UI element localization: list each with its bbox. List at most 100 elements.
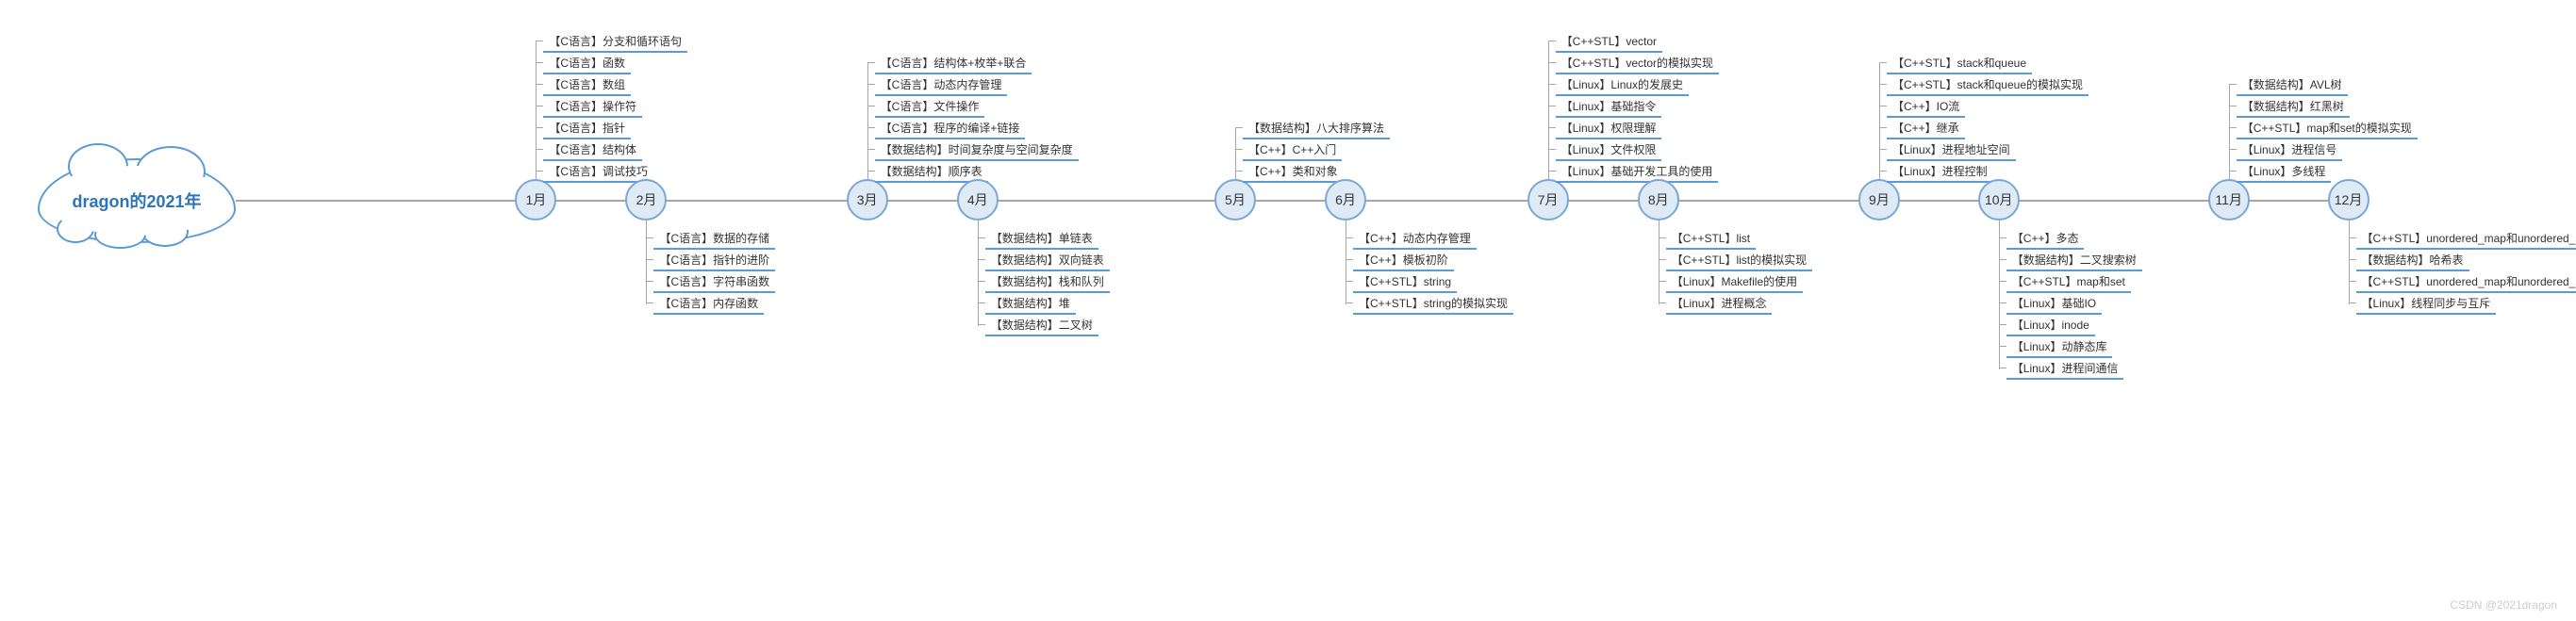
connector — [1235, 171, 1243, 172]
topic-item[interactable]: 【C语言】文件操作 — [875, 96, 985, 118]
topic-item[interactable]: 【数据结构】二叉树 — [985, 315, 1098, 336]
topic-item[interactable]: 【数据结构】二叉搜索树 — [2006, 250, 2142, 271]
month-node-m7[interactable]: 7月 — [1527, 179, 1569, 221]
connector — [1999, 324, 2006, 325]
connector — [2229, 149, 2237, 150]
topic-item[interactable]: 【C语言】操作符 — [543, 96, 642, 118]
topic-item[interactable]: 【C++】类和对象 — [1243, 161, 1344, 183]
topic-item[interactable]: 【C语言】数组 — [543, 74, 631, 96]
topic-item[interactable]: 【Linux】权限理解 — [1556, 118, 1662, 139]
month-label: 7月 — [1538, 190, 1559, 209]
topic-item[interactable]: 【数据结构】时间复杂度与空间复杂度 — [875, 139, 1079, 161]
topic-item[interactable]: 【Linux】多线程 — [2237, 161, 2332, 183]
topic-item[interactable]: 【C++】动态内存管理 — [1353, 228, 1477, 250]
month-node-m11[interactable]: 11月 — [2208, 179, 2250, 221]
topic-item[interactable]: 【C++】继承 — [1887, 118, 1965, 139]
topic-item[interactable]: 【C++STL】unordered_map和unordered_set的模拟实现 — [2356, 271, 2576, 293]
topic-item[interactable]: 【C++STL】map和set — [2006, 271, 2131, 293]
month-label: 4月 — [967, 190, 988, 209]
month-node-m6[interactable]: 6月 — [1325, 179, 1366, 221]
topic-item[interactable]: 【C语言】分支和循环语句 — [543, 31, 687, 53]
topic-item[interactable]: 【C语言】程序的编译+链接 — [875, 118, 1026, 139]
month-label: 9月 — [1869, 190, 1890, 209]
topic-item[interactable]: 【数据结构】八大排序算法 — [1243, 118, 1390, 139]
topic-item[interactable]: 【C++STL】string — [1353, 271, 1457, 293]
topic-item[interactable]: 【C语言】函数 — [543, 53, 631, 74]
topic-item[interactable]: 【数据结构】哈希表 — [2356, 250, 2469, 271]
topic-item[interactable]: 【数据结构】AVL树 — [2237, 74, 2348, 96]
connector — [1879, 149, 1887, 150]
connector — [1879, 62, 1880, 179]
topic-item[interactable]: 【C++STL】vector — [1556, 31, 1662, 53]
connector — [646, 259, 653, 260]
connector — [2229, 171, 2237, 172]
connector — [867, 84, 875, 85]
topic-item[interactable]: 【数据结构】堆 — [985, 293, 1076, 315]
month-node-m4[interactable]: 4月 — [957, 179, 999, 221]
connector — [536, 84, 543, 85]
topic-item[interactable]: 【Linux】进程地址空间 — [1887, 139, 2016, 161]
topic-item[interactable]: 【Linux】基础IO — [2006, 293, 2102, 315]
topic-item[interactable]: 【C语言】结构体+枚举+联合 — [875, 53, 1032, 74]
topic-item[interactable]: 【C++】C++入门 — [1243, 139, 1342, 161]
month-node-m9[interactable]: 9月 — [1858, 179, 1900, 221]
topic-item[interactable]: 【C++STL】map和set的模拟实现 — [2237, 118, 2418, 139]
topic-item[interactable]: 【数据结构】双向链表 — [985, 250, 1110, 271]
month-label: 6月 — [1335, 190, 1356, 209]
month-node-m8[interactable]: 8月 — [1638, 179, 1679, 221]
connector — [646, 302, 653, 303]
topic-item[interactable]: 【C++】模板初阶 — [1353, 250, 1454, 271]
topic-item[interactable]: 【Linux】动静态库 — [2006, 336, 2113, 358]
topic-item[interactable]: 【C语言】数据的存储 — [653, 228, 775, 250]
topic-item[interactable]: 【Linux】Makefile的使用 — [1666, 271, 1803, 293]
month-node-m2[interactable]: 2月 — [625, 179, 667, 221]
topic-item[interactable]: 【Linux】文件权限 — [1556, 139, 1662, 161]
topic-item[interactable]: 【C语言】结构体 — [543, 139, 642, 161]
connector — [867, 149, 875, 150]
topic-item[interactable]: 【Linux】inode — [2006, 315, 2095, 336]
topic-item[interactable]: 【C++】IO流 — [1887, 96, 1965, 118]
topic-item[interactable]: 【C++STL】stack和queue的模拟实现 — [1887, 74, 2089, 96]
topic-item[interactable]: 【C语言】指针的进阶 — [653, 250, 775, 271]
connector — [646, 237, 653, 238]
topic-item[interactable]: 【C语言】调试技巧 — [543, 161, 653, 183]
month-node-m5[interactable]: 5月 — [1214, 179, 1256, 221]
topic-item[interactable]: 【Linux】基础开发工具的使用 — [1556, 161, 1719, 183]
topic-item[interactable]: 【C++】多态 — [2006, 228, 2085, 250]
connector — [1999, 259, 2006, 260]
connector — [536, 127, 543, 128]
month-node-m10[interactable]: 10月 — [1978, 179, 2020, 221]
topic-item[interactable]: 【Linux】进程信号 — [2237, 139, 2343, 161]
topic-item[interactable]: 【Linux】进程间通信 — [2006, 358, 2124, 380]
connector — [978, 302, 985, 303]
topic-item[interactable]: 【Linux】基础指令 — [1556, 96, 1662, 118]
topic-item[interactable]: 【Linux】线程同步与互斥 — [2356, 293, 2497, 315]
topic-item[interactable]: 【C++STL】string的模拟实现 — [1353, 293, 1513, 315]
month-label: 8月 — [1648, 190, 1669, 209]
month-node-m12[interactable]: 12月 — [2328, 179, 2370, 221]
root-cloud: dragon的2021年 — [38, 158, 236, 243]
topic-item[interactable]: 【数据结构】栈和队列 — [985, 271, 1110, 293]
topic-item[interactable]: 【C语言】字符串函数 — [653, 271, 775, 293]
topic-item[interactable]: 【Linux】进程控制 — [1887, 161, 1993, 183]
topic-item[interactable]: 【C++STL】unordered_map和unordered_set — [2356, 228, 2576, 250]
topic-item[interactable]: 【C语言】动态内存管理 — [875, 74, 1008, 96]
month-node-m1[interactable]: 1月 — [515, 179, 556, 221]
topic-item[interactable]: 【Linux】Linux的发展史 — [1556, 74, 1689, 96]
topic-item[interactable]: 【C语言】指针 — [543, 118, 631, 139]
topic-item[interactable]: 【数据结构】单链表 — [985, 228, 1098, 250]
connector — [1659, 281, 1666, 282]
connector — [1999, 346, 2006, 347]
topic-item[interactable]: 【Linux】进程概念 — [1666, 293, 1773, 315]
connector — [978, 221, 979, 326]
topic-item[interactable]: 【C++STL】vector的模拟实现 — [1556, 53, 1719, 74]
month-node-m3[interactable]: 3月 — [847, 179, 888, 221]
topic-item[interactable]: 【数据结构】红黑树 — [2237, 96, 2350, 118]
topic-item[interactable]: 【C++STL】list的模拟实现 — [1666, 250, 1812, 271]
month-label: 11月 — [2215, 190, 2242, 209]
topic-item[interactable]: 【C语言】内存函数 — [653, 293, 764, 315]
topic-item[interactable]: 【C++STL】stack和queue — [1887, 53, 2032, 74]
connector — [978, 281, 985, 282]
connector — [536, 149, 543, 150]
topic-item[interactable]: 【C++STL】list — [1666, 228, 1756, 250]
